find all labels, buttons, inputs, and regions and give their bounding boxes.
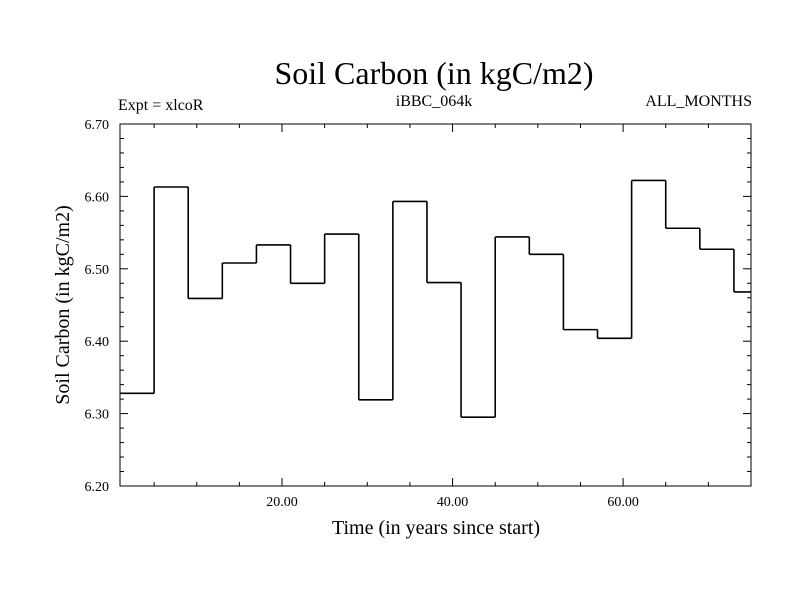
x-tick-label: 20.00 <box>266 495 298 510</box>
y-tick-label: 6.20 <box>85 480 110 495</box>
x-axis: 20.00 40.00 60.00 <box>153 124 752 510</box>
y-axis-label: Soil Carbon (in kgC/m2) <box>52 205 74 404</box>
y-axis: 6.20 6.30 6.40 6.50 6.60 6.70 <box>85 118 751 495</box>
y-tick-label: 6.30 <box>85 408 110 423</box>
y-tick-label: 6.60 <box>85 190 110 205</box>
plot-frame <box>119 123 752 487</box>
x-tick-label: 60.00 <box>607 495 639 510</box>
y-tick-label: 6.40 <box>85 335 110 350</box>
chart-title: Soil Carbon (in kgC/m2) <box>274 55 593 91</box>
series-layer <box>120 179 751 419</box>
run-id-annotation: iBBC_064k <box>396 93 472 110</box>
months-annotation: ALL_MONTHS <box>645 93 752 110</box>
x-axis-label: Time (in years since start) <box>332 517 540 539</box>
x-tick-label: 40.00 <box>437 495 469 510</box>
y-tick-label: 6.50 <box>85 263 110 278</box>
series-1 <box>120 179 751 419</box>
experiment-annotation: Expt = xlcoR <box>118 97 204 114</box>
y-tick-label: 6.70 <box>85 118 110 133</box>
